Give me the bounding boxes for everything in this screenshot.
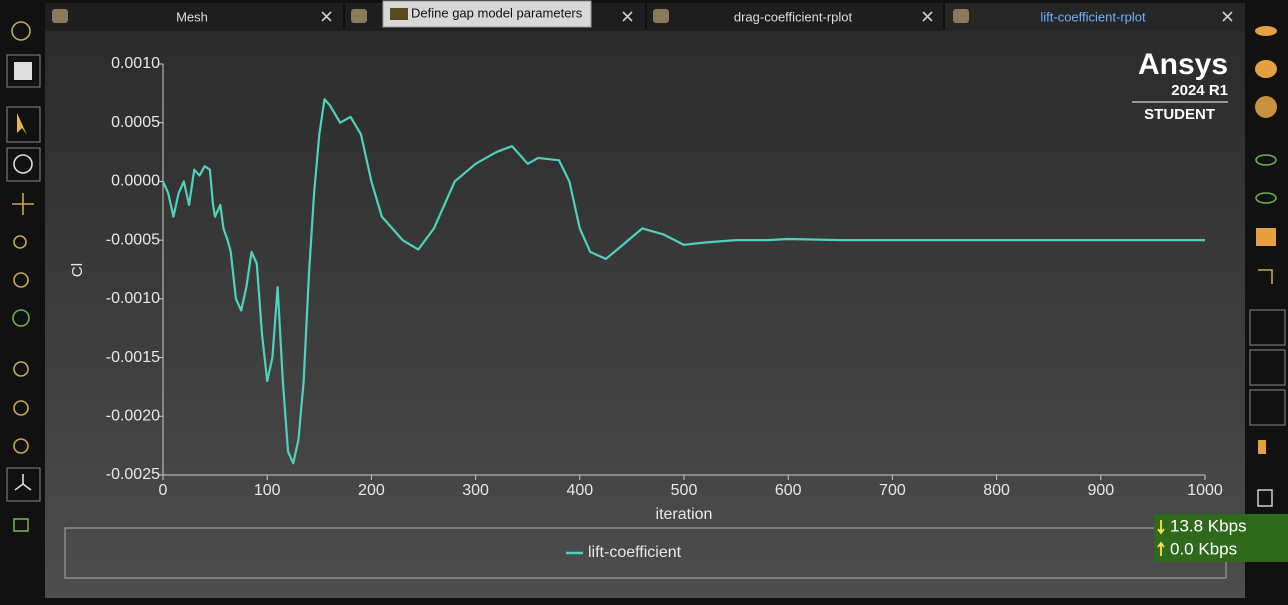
- brand: Ansys: [1138, 48, 1228, 81]
- close[interactable]: [321, 11, 332, 22]
- tab[interactable]: [647, 3, 943, 31]
- tool-zoom-next[interactable]: [13, 438, 29, 454]
- tool-fit[interactable]: [13, 361, 29, 377]
- close[interactable]: [922, 11, 933, 22]
- tool-annotate[interactable]: [1249, 389, 1286, 426]
- y-axis-label: Cl: [69, 263, 86, 277]
- y-tick-label: -0.0005: [106, 231, 160, 248]
- tool-zoom[interactable]: [13, 235, 27, 249]
- tab-bar: Mesh Define gap model parameters drag-co…: [45, 0, 1245, 31]
- tool-mesh[interactable]: [11, 21, 31, 41]
- tool-axes-glyph: [14, 474, 32, 491]
- y-tick-label: -0.0025: [106, 466, 160, 483]
- tool-rotate-glyph: [13, 154, 33, 174]
- tool-copy[interactable]: [1256, 228, 1276, 246]
- tool-mesh-display[interactable]: [1255, 96, 1277, 118]
- x-tick-label: 800: [983, 482, 1010, 499]
- series-line: [161, 98, 1205, 465]
- tab-label: Mesh: [176, 9, 208, 24]
- close[interactable]: [622, 11, 633, 22]
- tool-pan[interactable]: [12, 193, 34, 215]
- tool-hide[interactable]: [1255, 192, 1277, 204]
- x-tick-label: 700: [879, 482, 906, 499]
- left-toolbar: [6, 21, 41, 532]
- right-toolbar: [1249, 26, 1286, 507]
- arrows: [1157, 520, 1165, 556]
- tool-show[interactable]: [1255, 154, 1277, 166]
- tool-view-glyph: [14, 62, 32, 80]
- tool-rotate[interactable]: [6, 147, 41, 182]
- tool-duplicate[interactable]: [1257, 489, 1273, 507]
- tab-label: drag-coefficient-rplot: [734, 9, 853, 24]
- tool-body[interactable]: [1255, 60, 1277, 78]
- download-rate: 13.8 Kbps: [1170, 516, 1247, 535]
- close[interactable]: [1222, 11, 1233, 22]
- tool-probe[interactable]: [12, 309, 30, 327]
- tool-select-glyph: [17, 113, 27, 135]
- close-icons: [321, 11, 1233, 22]
- version: 2024 R1: [1171, 82, 1228, 99]
- tool-undo[interactable]: [1258, 269, 1273, 284]
- upload-rate: 0.0 Kbps: [1170, 539, 1237, 558]
- y-tick-label: 0.0005: [111, 114, 160, 131]
- tool-view[interactable]: [6, 54, 41, 88]
- x-tick-label: 600: [775, 482, 802, 499]
- legend-label: lift-coefficient: [588, 544, 682, 561]
- tool-surface[interactable]: [1255, 26, 1277, 36]
- x-tick-label: 500: [671, 482, 698, 499]
- tool-select[interactable]: [6, 106, 41, 143]
- x-tick-label: 1000: [1187, 482, 1223, 499]
- x-tick-label: 100: [254, 482, 281, 499]
- tool-axes[interactable]: [6, 467, 41, 502]
- x-axis-label: iteration: [656, 506, 713, 523]
- tooltip-label: Define gap model parameters: [411, 5, 583, 20]
- tool-zoom-prev[interactable]: [13, 400, 29, 416]
- y-tick-label: 0.0000: [111, 173, 160, 190]
- tab-label: lift-coefficient-rplot: [1040, 9, 1146, 24]
- x-tick-label: 300: [462, 482, 489, 499]
- y-tick-label: -0.0010: [106, 290, 160, 307]
- tool-lock[interactable]: [13, 518, 29, 532]
- graphics-area: [45, 30, 1245, 598]
- edition: STUDENT: [1144, 106, 1215, 123]
- tool-zoom-box[interactable]: [13, 272, 29, 288]
- tooltip: [382, 0, 592, 28]
- network-monitor: 13.8 Kbps 0.0 Kbps: [1154, 514, 1288, 562]
- tab-icons: [52, 8, 969, 23]
- y-tick-label: 0.0010: [111, 55, 160, 72]
- x-tick-label: 200: [358, 482, 385, 499]
- x-tick-label: 0: [159, 482, 168, 499]
- x-tick-label: 400: [566, 482, 593, 499]
- network-box: [1154, 514, 1288, 562]
- watermark: Ansys 2024 R1 STUDENT: [1132, 48, 1228, 123]
- tool-plot[interactable]: [1249, 309, 1286, 346]
- tool-transfer[interactable]: [1258, 440, 1266, 454]
- tool-colormap[interactable]: [1249, 349, 1286, 386]
- tab-active[interactable]: [945, 3, 1245, 31]
- chart: iteration Cl -0.0025 -0.0020 -0.0015 -0.001…: [64, 55, 1227, 579]
- tab[interactable]: [45, 3, 343, 31]
- x-tick-label: 900: [1087, 482, 1114, 499]
- y-tick-label: -0.0020: [106, 408, 160, 425]
- y-tick-label: -0.0015: [106, 349, 160, 366]
